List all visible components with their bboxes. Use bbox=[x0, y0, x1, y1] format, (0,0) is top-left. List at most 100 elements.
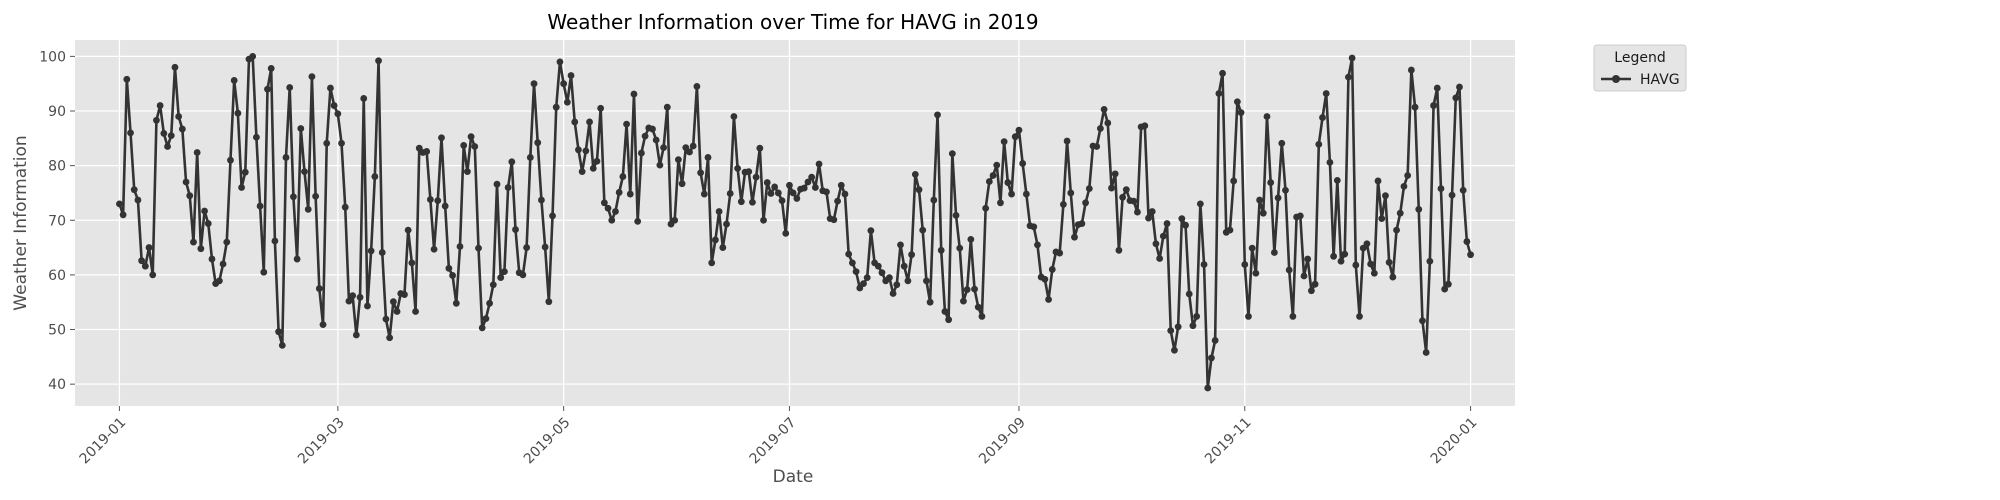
data-point bbox=[649, 125, 656, 133]
data-point bbox=[1163, 220, 1171, 227]
data-point bbox=[1404, 172, 1412, 179]
data-point bbox=[338, 139, 345, 147]
legend: Legend HAVG bbox=[1593, 44, 1687, 92]
data-point bbox=[412, 308, 419, 315]
data-point bbox=[241, 168, 249, 176]
data-point bbox=[341, 203, 349, 211]
x-tick-label: 2020-01 bbox=[1428, 415, 1481, 468]
data-point bbox=[993, 161, 1001, 169]
x-tick-label: 2019-01 bbox=[77, 415, 130, 468]
data-point bbox=[541, 243, 549, 251]
y-axis-title: Weather Information bbox=[11, 135, 31, 310]
data-point bbox=[1000, 138, 1008, 146]
data-point bbox=[919, 226, 927, 234]
data-point bbox=[941, 308, 949, 315]
data-point bbox=[900, 262, 908, 270]
data-point bbox=[1159, 232, 1167, 240]
data-point bbox=[578, 168, 586, 176]
data-point bbox=[1285, 266, 1293, 274]
data-point bbox=[134, 196, 142, 204]
data-point bbox=[1319, 114, 1326, 121]
data-point bbox=[1130, 197, 1138, 205]
data-point bbox=[997, 199, 1004, 207]
data-point bbox=[486, 299, 493, 307]
data-point bbox=[238, 184, 245, 191]
grid-lines bbox=[75, 40, 1515, 406]
data-point bbox=[1045, 296, 1052, 303]
x-tick-label: 2019-11 bbox=[1202, 415, 1255, 468]
data-point bbox=[352, 331, 360, 339]
data-point bbox=[1241, 261, 1249, 268]
data-point bbox=[1115, 246, 1123, 254]
data-point bbox=[930, 196, 938, 204]
data-point bbox=[345, 297, 353, 305]
data-point bbox=[252, 133, 260, 141]
data-point bbox=[1345, 73, 1352, 81]
data-point bbox=[1389, 273, 1397, 281]
data-point bbox=[730, 113, 738, 120]
data-point bbox=[1078, 220, 1086, 227]
data-point bbox=[737, 198, 745, 206]
data-point bbox=[234, 109, 242, 117]
data-point bbox=[1015, 126, 1023, 134]
data-point bbox=[671, 216, 679, 224]
data-point bbox=[948, 150, 956, 158]
data-point bbox=[567, 72, 575, 79]
data-point bbox=[1174, 323, 1182, 331]
data-point bbox=[327, 84, 334, 92]
plot-area bbox=[75, 40, 1515, 406]
data-point bbox=[1252, 269, 1260, 277]
data-point bbox=[315, 285, 323, 292]
data-point bbox=[312, 192, 320, 200]
data-point bbox=[153, 116, 160, 124]
data-point bbox=[956, 244, 964, 252]
data-point bbox=[811, 184, 819, 191]
data-point bbox=[608, 216, 616, 224]
data-point bbox=[952, 211, 960, 219]
data-point bbox=[1056, 249, 1064, 257]
data-point bbox=[626, 190, 634, 198]
data-point bbox=[1167, 327, 1175, 335]
data-point bbox=[915, 186, 923, 194]
data-point bbox=[1134, 208, 1141, 216]
data-point bbox=[404, 226, 412, 234]
data-point bbox=[1300, 272, 1308, 280]
data-point bbox=[1385, 258, 1393, 266]
data-point bbox=[852, 268, 860, 276]
data-point bbox=[526, 154, 534, 161]
data-point bbox=[1278, 139, 1286, 147]
data-point bbox=[1237, 109, 1245, 117]
data-point bbox=[600, 199, 608, 207]
data-point bbox=[1200, 261, 1208, 268]
data-point bbox=[1363, 240, 1371, 248]
data-point bbox=[1030, 223, 1038, 231]
data-point bbox=[330, 102, 338, 109]
data-point bbox=[630, 90, 638, 98]
data-point bbox=[1141, 122, 1149, 130]
data-point bbox=[1374, 177, 1382, 185]
data-point bbox=[923, 277, 930, 285]
data-point bbox=[230, 77, 238, 84]
data-point bbox=[1296, 212, 1304, 220]
data-point bbox=[752, 173, 760, 181]
data-point bbox=[249, 52, 257, 60]
data-point bbox=[504, 184, 512, 191]
data-point bbox=[260, 268, 268, 276]
data-point bbox=[848, 259, 856, 267]
data-point bbox=[989, 172, 997, 179]
data-point bbox=[501, 268, 508, 276]
data-point bbox=[1311, 280, 1319, 288]
data-point bbox=[482, 315, 490, 322]
data-point bbox=[375, 57, 382, 65]
data-point bbox=[508, 158, 516, 166]
data-point bbox=[815, 160, 823, 168]
data-point bbox=[1270, 249, 1278, 256]
data-point bbox=[719, 244, 727, 251]
data-point bbox=[663, 103, 671, 111]
data-point bbox=[589, 164, 597, 172]
data-point bbox=[726, 190, 734, 197]
data-point bbox=[1352, 261, 1360, 269]
data-point bbox=[745, 168, 753, 176]
data-point bbox=[160, 130, 168, 137]
data-point bbox=[364, 302, 371, 310]
